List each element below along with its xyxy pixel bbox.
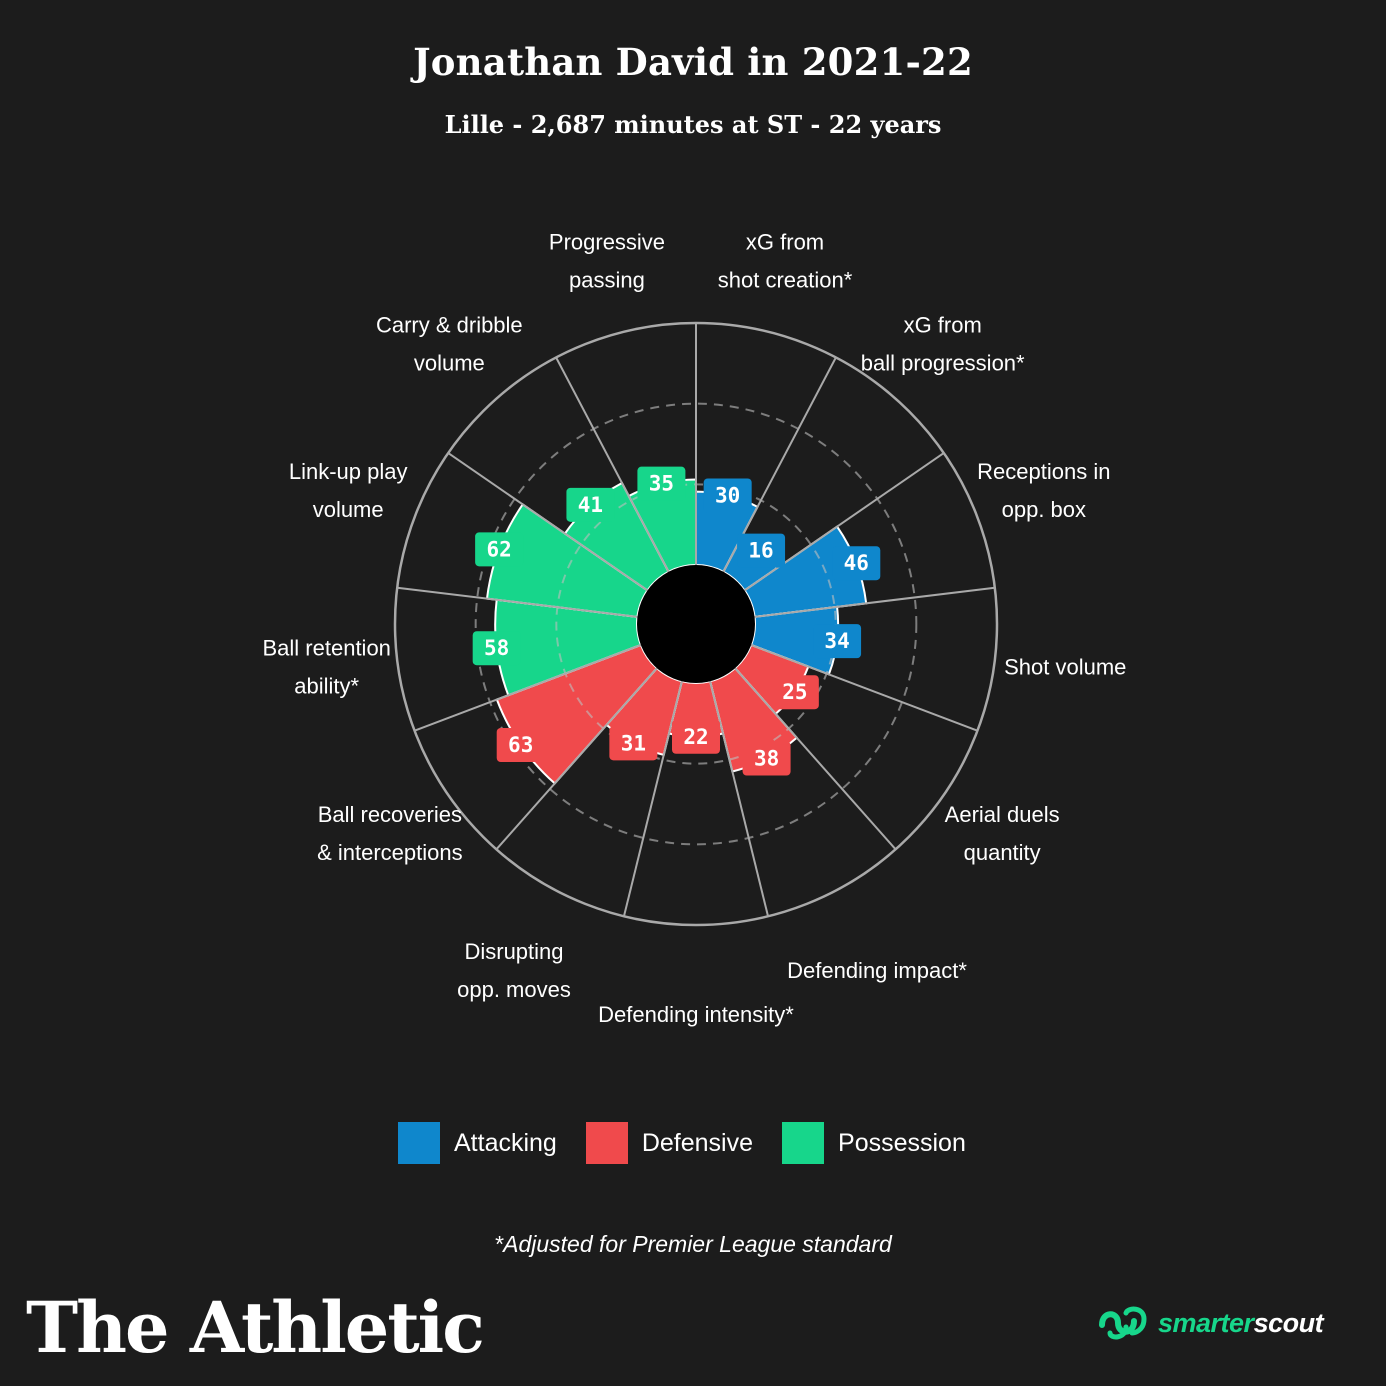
spoke-9: [495, 667, 658, 850]
category-label-shot-volume: Shot volume: [1004, 655, 1126, 680]
value-badge-link-up-play-volume: 62: [475, 532, 524, 567]
category-label-receptions-in-opp-box: Receptions in opp. box: [977, 459, 1110, 522]
the-athletic-logo: The Athletic: [26, 1286, 485, 1369]
category-label-carry-dribble-volume: Carry & dribble volume: [376, 312, 523, 375]
value-badge-bg: [832, 546, 881, 581]
legend-item-possession: Possession: [782, 1122, 966, 1164]
spoke-3: [743, 452, 945, 592]
value-badge-xg-from-shot-creation: 30: [703, 478, 752, 513]
value-badge-defending-intensity: 22: [672, 719, 720, 754]
category-label-xg-from-shot-creation: xG from shot creation*: [718, 230, 853, 293]
value-label: 16: [748, 539, 773, 563]
grid-ring-2: [474, 402, 918, 846]
legend-item-defensive: Defensive: [585, 1122, 754, 1164]
smarterscout-icon: [1099, 1306, 1147, 1340]
smarterscout-word-b: scout: [1253, 1307, 1324, 1338]
value-badge-bg: [737, 533, 786, 568]
category-label-defending-intensity: Defending intensity*: [598, 1002, 794, 1027]
value-badge-bg: [703, 478, 752, 513]
legend-label-possession: Possession: [838, 1128, 966, 1157]
value-badge-ball-retention-ability: 58: [472, 631, 521, 666]
value-badge-ball-recoveries-interceptions: 63: [496, 727, 545, 762]
legend: Attacking Defensive Possession: [398, 1122, 995, 1164]
value-label: 41: [578, 493, 603, 517]
category-label-progressive-passing: Progressive passing: [549, 230, 665, 293]
spoke-12: [447, 452, 649, 592]
category-label-defending-impact: Defending impact*: [787, 958, 967, 983]
value-label: 25: [782, 680, 807, 704]
value-badge-bg: [813, 624, 862, 659]
spoke-7: [709, 681, 770, 917]
category-label-ball-recoveries-interceptions: Ball recoveries & interceptions: [317, 802, 463, 865]
value-badge-bg: [609, 726, 658, 761]
legend-swatch-attacking: [398, 1122, 440, 1164]
value-label: 62: [486, 537, 511, 561]
spoke-11: [397, 586, 638, 618]
legend-label-defensive: Defensive: [641, 1128, 754, 1157]
category-label-aerial-duels-quantity: Aerial duels quantity: [945, 802, 1060, 865]
category-label-ball-retention-ability: Ball retention ability*: [263, 636, 391, 699]
value-label: 31: [621, 731, 646, 755]
center-hole: [637, 565, 755, 683]
value-badge-progressive-passing: 35: [637, 466, 686, 501]
legend-swatch-possession: [782, 1122, 825, 1164]
value-badge-bg: [496, 727, 545, 762]
value-label: 34: [824, 629, 849, 653]
category-label-disrupting-opp-moves: Disrupting opp. moves: [457, 939, 571, 1002]
spoke-8: [622, 681, 683, 917]
legend-swatch-defensive: [585, 1122, 628, 1164]
spoke-5: [750, 643, 978, 732]
value-label: 22: [683, 725, 708, 749]
category-label-xg-from-ball-progression: xG from ball progression*: [861, 312, 1025, 375]
chart-title: Jonathan David in 2021-22: [413, 40, 973, 84]
spoke-4: [754, 586, 995, 618]
smarterscout-wordmark: smarterscout: [1158, 1307, 1324, 1339]
value-label: 46: [844, 551, 869, 575]
value-label: 58: [484, 636, 509, 660]
value-label: 35: [649, 472, 674, 496]
spoke-6: [734, 667, 897, 850]
value-badge-receptions-in-opp-box: 46: [832, 546, 881, 581]
value-badge-aerial-duels-quantity: 25: [770, 675, 819, 710]
value-badge-bg: [637, 466, 686, 501]
value-badge-carry-dribble-volume: 41: [566, 487, 615, 522]
value-label: 30: [715, 484, 740, 508]
value-badge-bg: [770, 675, 819, 710]
value-badge-defending-impact: 38: [742, 741, 791, 776]
value-badge-bg: [566, 487, 615, 522]
value-label: 38: [754, 746, 779, 770]
chart-subtitle: Lille - 2,687 minutes at ST - 22 years: [444, 110, 942, 139]
value-badge-shot-volume: 34: [813, 624, 862, 659]
smarterscout-logo: smarterscout: [1098, 1303, 1324, 1343]
value-badge-bg: [742, 741, 791, 776]
legend-item-attacking: Attacking: [398, 1122, 557, 1164]
category-label-link-up-play-volume: Link-up play volume: [289, 459, 408, 522]
spoke-10: [414, 643, 642, 732]
smarterscout-word-a: smarter: [1158, 1307, 1254, 1338]
legend-label-attacking: Attacking: [454, 1128, 557, 1157]
value-badge-disrupting-opp-moves: 31: [609, 726, 658, 761]
value-label: 63: [508, 733, 533, 757]
footnote: *Adjusted for Premier League standard: [494, 1231, 892, 1257]
value-badge-bg: [475, 532, 524, 567]
value-badge-bg: [472, 631, 521, 666]
value-badge-bg: [672, 719, 720, 754]
value-badge-xg-from-ball-progression: 16: [737, 533, 786, 568]
spoke-13: [555, 357, 670, 573]
